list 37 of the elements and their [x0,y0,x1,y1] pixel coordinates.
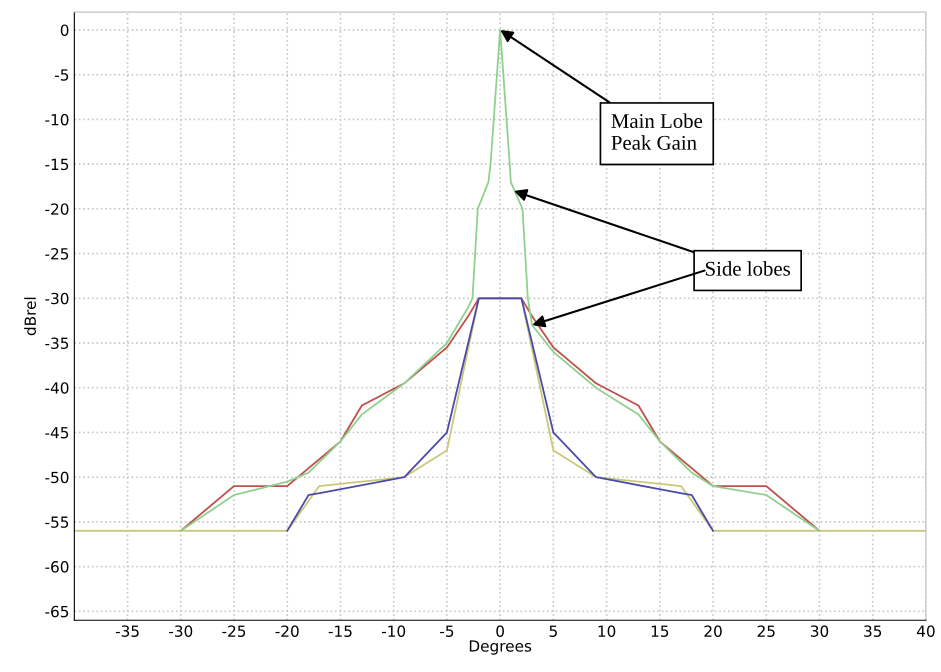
y-axis-title: dBrel [24,298,36,336]
line-series [180,29,820,532]
x-tick-label: 0 [496,625,504,637]
line-series [180,297,820,532]
x-tick-label: 15 [652,626,668,637]
x-tick-label: -5 [440,626,454,637]
y-tick-label: -65 [45,606,68,618]
x-tick-label: -15 [328,626,352,637]
x-tick-label: 35 [864,625,882,637]
x-tick-label: 5 [550,626,557,637]
y-tick-label: -15 [45,158,68,170]
y-tick-label: -35 [45,337,68,350]
y-tick-label: -55 [45,516,68,528]
y-tick-label: -10 [45,114,68,126]
x-tick-label: 30 [810,625,828,637]
x-tick-label: -30 [169,625,192,637]
x-tick-label: -35 [116,625,139,637]
x-axis-title: Degrees [470,640,532,655]
y-tick-label: -25 [45,248,68,260]
y-tick-label: -20 [45,203,68,215]
y-tick-label: -45 [45,427,68,438]
annotation: Main Lobe Peak Gain [611,113,702,150]
annotation: Side lobes [706,261,790,276]
line-series [286,297,714,532]
y-tick-label: -60 [45,561,68,573]
x-tick-label: 20 [704,625,722,637]
y-tick-label: -50 [45,472,68,484]
y-tick-label: 0 [60,24,68,36]
y-tick-label: -30 [45,292,68,304]
y-tick-label: -40 [45,382,68,394]
x-tick-label: -25 [222,625,246,637]
x-tick-label: 25 [758,625,775,637]
y-tick-label: -5 [54,69,68,81]
x-tick-label: 40 [916,625,935,637]
x-tick-label: -10 [382,625,406,637]
x-tick-label: 10 [598,625,616,637]
x-tick-label: -20 [276,625,299,637]
